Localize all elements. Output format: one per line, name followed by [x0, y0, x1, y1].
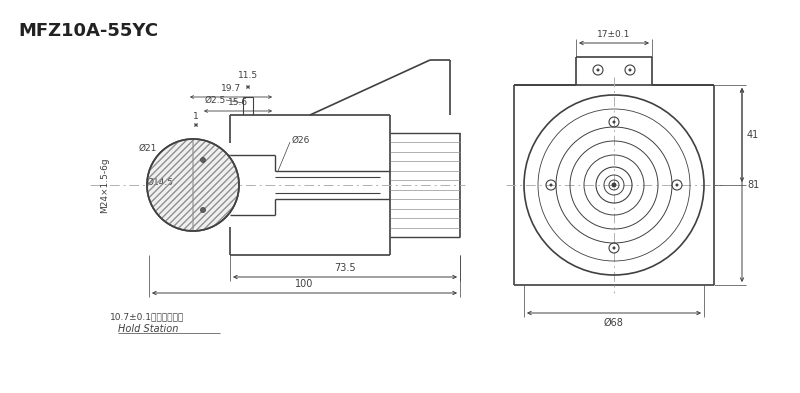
Circle shape [629, 68, 631, 72]
Text: Ø26: Ø26 [292, 136, 310, 145]
Text: MFZ10A-55YC: MFZ10A-55YC [18, 22, 158, 40]
Circle shape [550, 184, 553, 187]
Circle shape [201, 208, 206, 213]
Circle shape [613, 121, 615, 123]
Text: 19.7: 19.7 [221, 84, 241, 93]
Wedge shape [193, 139, 239, 231]
Text: Hold Station: Hold Station [118, 324, 178, 334]
Text: 15.6: 15.6 [228, 98, 248, 107]
Text: Ø68: Ø68 [604, 318, 624, 328]
Circle shape [201, 158, 206, 162]
Text: Ø2.5: Ø2.5 [205, 95, 226, 105]
Text: 81: 81 [747, 180, 759, 190]
Circle shape [611, 182, 617, 187]
Circle shape [613, 246, 615, 250]
Text: Ø21: Ø21 [139, 144, 157, 153]
Text: 11.5: 11.5 [238, 71, 258, 80]
Text: 41: 41 [747, 130, 759, 140]
Text: M24×1.5-6g: M24×1.5-6g [101, 157, 110, 213]
Wedge shape [147, 139, 193, 231]
Text: 1: 1 [193, 112, 199, 121]
Text: 10.7±0.1（吸合位置）: 10.7±0.1（吸合位置） [110, 312, 184, 321]
Text: 17±0.1: 17±0.1 [598, 30, 630, 39]
Circle shape [675, 184, 678, 187]
Text: 100: 100 [295, 279, 314, 289]
Text: 73.5: 73.5 [334, 263, 356, 273]
Text: Ø14.5: Ø14.5 [146, 178, 174, 187]
Circle shape [597, 68, 599, 72]
